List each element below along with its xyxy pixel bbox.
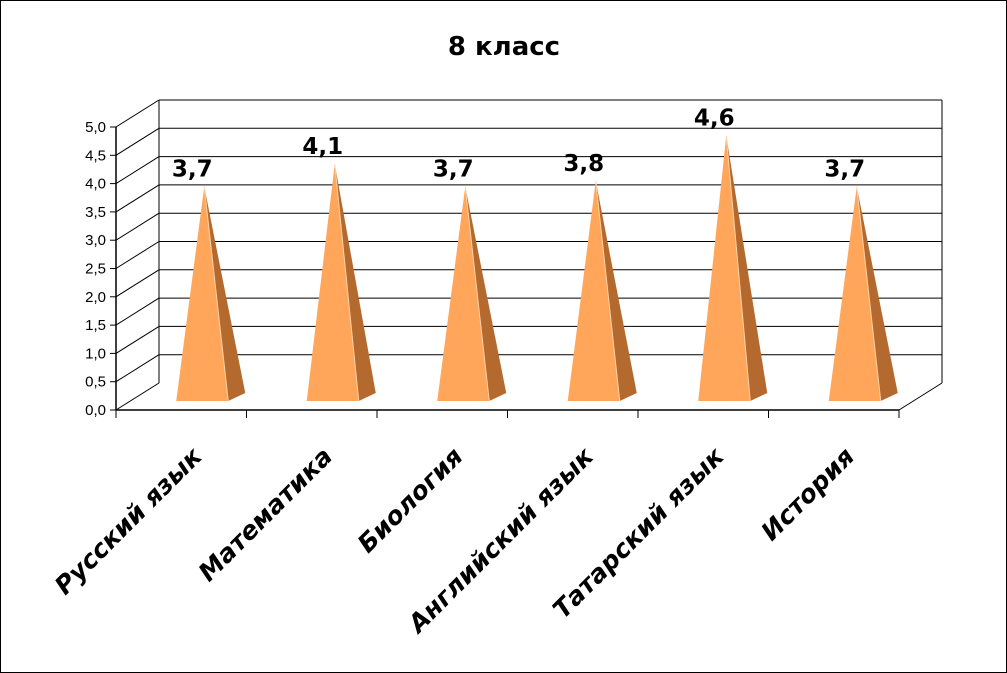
pyramid-bar	[828, 186, 898, 402]
gridline-diagonal	[115, 297, 160, 326]
x-tick-label: Математика	[193, 442, 338, 587]
pyramid-front-face	[698, 135, 751, 401]
y-tick-label: 2,0	[85, 289, 106, 306]
pyramid-front-face	[437, 186, 490, 401]
pyramid-bar	[176, 186, 246, 402]
axes	[110, 100, 943, 418]
floor-right-edge	[898, 382, 943, 411]
pyramid-bars	[176, 135, 898, 402]
pyramid-edge	[464, 186, 490, 402]
pyramid-edge	[725, 135, 751, 402]
pyramid-front-face	[306, 163, 359, 401]
gridline-diagonal	[115, 354, 160, 383]
pyramid-side-face	[334, 163, 376, 401]
pyramid-edge	[856, 186, 882, 402]
pyramid-front-face	[176, 186, 229, 401]
pyramid-bar	[567, 180, 637, 402]
y-tick-label: 0,5	[85, 374, 106, 391]
gridline-diagonal	[115, 156, 160, 185]
gridline-diagonal	[115, 212, 160, 241]
y-tick-label: 0,0	[85, 402, 106, 419]
pyramid-bar	[437, 186, 507, 402]
data-label: 3,7	[172, 157, 213, 183]
gridline-diagonal	[115, 99, 160, 128]
y-tick-label: 2,5	[85, 261, 106, 278]
x-tick-label: Биология	[352, 442, 469, 559]
data-label: 3,7	[433, 157, 474, 183]
data-label: 3,8	[563, 151, 604, 177]
data-label: 4,1	[302, 134, 343, 160]
gridline-diagonal	[115, 241, 160, 269]
pyramid-bar	[306, 163, 376, 402]
pyramid-front-face	[567, 180, 620, 401]
pyramid-edge	[595, 180, 621, 402]
y-tick-label: 5,0	[85, 119, 106, 136]
gridline-diagonal	[115, 269, 160, 298]
pyramid-bar	[698, 135, 768, 402]
pyramid-side-face	[204, 186, 246, 401]
y-tick-label: 1,0	[85, 345, 106, 362]
gridline-diagonal	[115, 127, 160, 156]
pyramid-side-face	[726, 135, 768, 401]
gridline-diagonal	[115, 184, 160, 213]
y-tick-label: 4,0	[85, 176, 106, 193]
x-tick-label: Русский язык	[49, 441, 208, 600]
gridlines	[115, 99, 942, 411]
y-tick-label: 3,0	[85, 232, 106, 249]
y-tick-label: 3,5	[85, 204, 106, 221]
x-tick-label: История	[755, 442, 860, 547]
y-tick-label: 4,5	[85, 147, 106, 164]
pyramid-side-face	[465, 186, 507, 401]
gridline-diagonal	[115, 382, 160, 411]
pyramid-edge	[334, 163, 360, 402]
pyramid-side-face	[856, 186, 898, 401]
pyramid-side-face	[595, 180, 637, 401]
y-tick-label: 1,5	[85, 317, 106, 334]
pyramid-edge	[203, 186, 229, 402]
data-label: 3,7	[824, 157, 865, 183]
data-labels: 3,7 4,1 3,7 3,8 4,6 3,7	[172, 106, 865, 183]
data-label: 4,6	[694, 106, 735, 132]
y-tick-labels: 0,0 0,5 1,0 1,5 2,0 2,5 3,0 3,5 4,0 4,5 5,0	[85, 119, 106, 419]
pyramid-front-face	[828, 186, 881, 401]
chart-title: 8 класс	[448, 32, 560, 62]
gridline-diagonal	[115, 325, 160, 354]
